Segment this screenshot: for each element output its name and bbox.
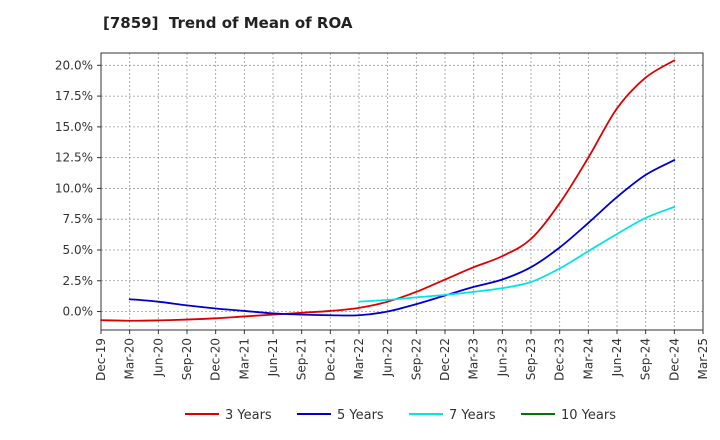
x-tick-label: Dec-24 <box>667 338 681 381</box>
y-tick-label: 0.0% <box>63 305 94 319</box>
plot-frame <box>100 52 704 331</box>
legend-label: 10 Years <box>561 408 616 423</box>
x-tick-label: Sep-20 <box>180 338 194 380</box>
y-tick-label: 5.0% <box>63 243 94 257</box>
plot-area-border <box>100 52 704 331</box>
x-tick-label: Sep-23 <box>524 338 538 380</box>
y-tick-label: 12.5% <box>55 151 93 165</box>
chart-title: [7859] Trend of Mean of ROA <box>103 14 353 32</box>
y-axis-ticks: 0.0% 2.5% 5.0% 7.5% 10.0% 12.5% 15.0% 17.5% 20.0… <box>55 58 101 319</box>
x-tick-label: Jun-21 <box>266 338 280 377</box>
y-tick-label: 2.5% <box>63 274 94 288</box>
x-tick-label: Mar-25 <box>696 338 710 379</box>
series-lines <box>100 59 676 322</box>
y-tick-label: 17.5% <box>55 89 93 103</box>
y-tick-label: 7.5% <box>63 212 94 226</box>
legend: 3 Years 5 Years 7 Years 10 Years <box>185 408 616 423</box>
x-tick-label: Mar-21 <box>237 338 251 379</box>
grid <box>101 53 703 330</box>
y-tick-label: 20.0% <box>55 58 93 72</box>
series-line-7-years <box>358 205 676 303</box>
series-line-3-years <box>100 59 676 322</box>
x-tick-label: Dec-21 <box>323 338 337 381</box>
x-tick-label: Sep-24 <box>639 338 653 380</box>
x-tick-label: Mar-20 <box>123 338 137 379</box>
x-tick-label: Sep-21 <box>295 338 309 380</box>
x-tick-label: Jun-20 <box>151 338 165 377</box>
x-tick-label: Dec-23 <box>553 338 567 381</box>
x-tick-label: Dec-22 <box>438 338 452 381</box>
legend-label: 5 Years <box>337 408 384 423</box>
x-tick-label: Jun-22 <box>381 338 395 377</box>
x-tick-label: Mar-23 <box>467 338 481 379</box>
x-tick-label: Jun-24 <box>610 338 624 377</box>
series-line-5-years <box>128 159 676 317</box>
x-tick-label: Mar-24 <box>581 338 595 379</box>
x-tick-label: Sep-22 <box>409 338 423 380</box>
x-tick-label: Dec-19 <box>94 338 108 381</box>
x-axis-ticks: Dec-19 Mar-20 Jun-20 Sep-20 Dec-20 Mar-21 Jun-… <box>94 330 710 381</box>
y-tick-label: 10.0% <box>55 181 93 195</box>
y-tick-label: 15.0% <box>55 120 93 134</box>
legend-label: 3 Years <box>225 408 272 423</box>
x-tick-label: Jun-23 <box>495 338 509 377</box>
legend-label: 7 Years <box>449 408 496 423</box>
x-tick-label: Mar-22 <box>352 338 366 379</box>
x-tick-label: Dec-20 <box>209 338 223 381</box>
